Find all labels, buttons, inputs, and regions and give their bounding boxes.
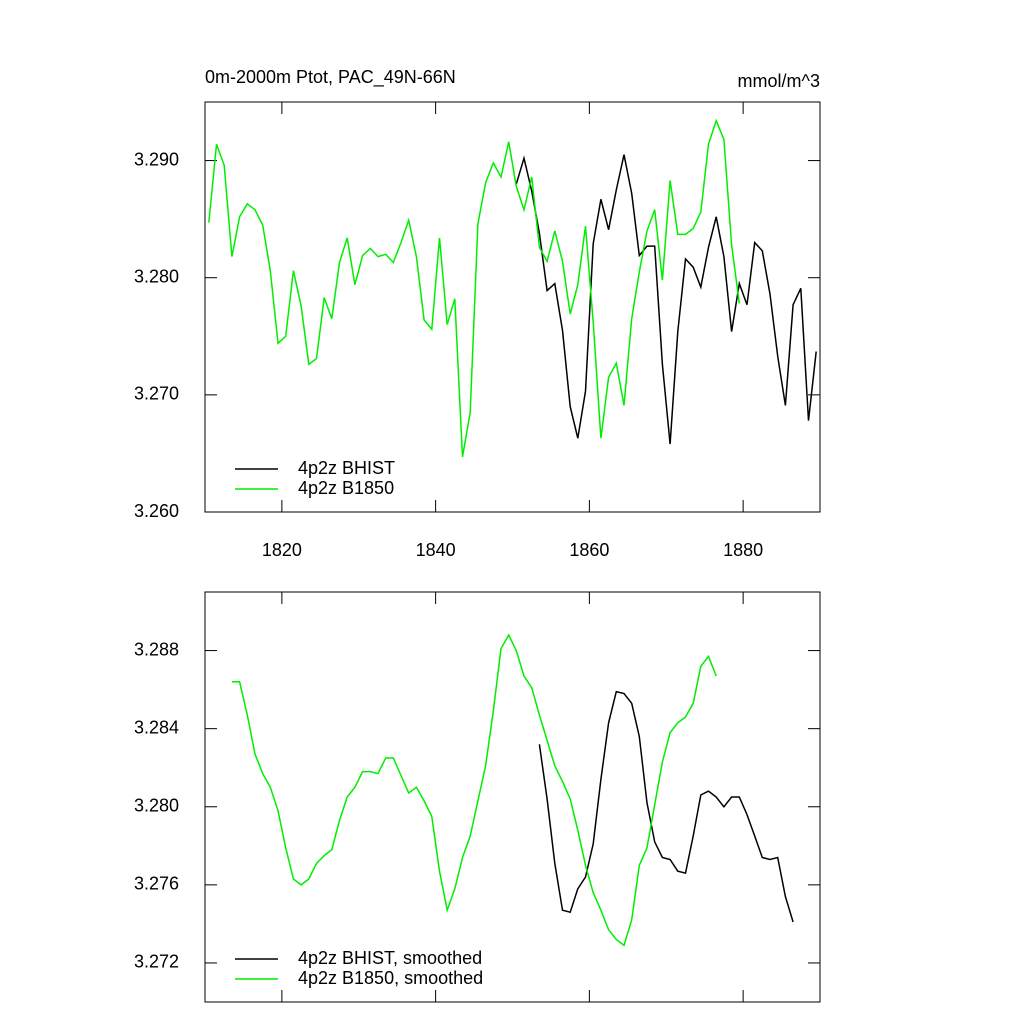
y-tick-label: 3.276 [134,874,179,894]
y-tick-label: 3.284 [134,717,179,737]
chart-title: 0m-2000m Ptot, PAC_49N-66N [205,67,456,88]
y-tick-label: 3.288 [134,639,179,659]
data-line [208,118,741,458]
units-label: mmol/m^3 [738,71,820,91]
y-tick-label: 3.280 [134,266,179,286]
y-tick-label: 3.272 [134,952,179,972]
data-line [538,690,794,923]
x-tick-label: 1860 [569,540,609,560]
x-tick-label: 1820 [262,540,302,560]
legend-label: 4p2z B1850 [298,478,394,498]
data-line [231,633,717,947]
legend-label: 4p2z BHIST [298,458,395,478]
x-tick-label: 1840 [416,540,456,560]
plot-frame [204,101,821,513]
data-line [515,154,817,445]
x-tick-label: 1880 [723,540,763,560]
y-tick-label: 3.270 [134,384,179,404]
y-tick-label: 3.280 [134,796,179,816]
legend-label: 4p2z B1850, smoothed [298,968,483,988]
y-tick-label: 3.260 [134,501,179,521]
plot-frame [204,591,821,1003]
y-tick-label: 3.290 [134,149,179,169]
legend-label: 4p2z BHIST, smoothed [298,948,482,968]
